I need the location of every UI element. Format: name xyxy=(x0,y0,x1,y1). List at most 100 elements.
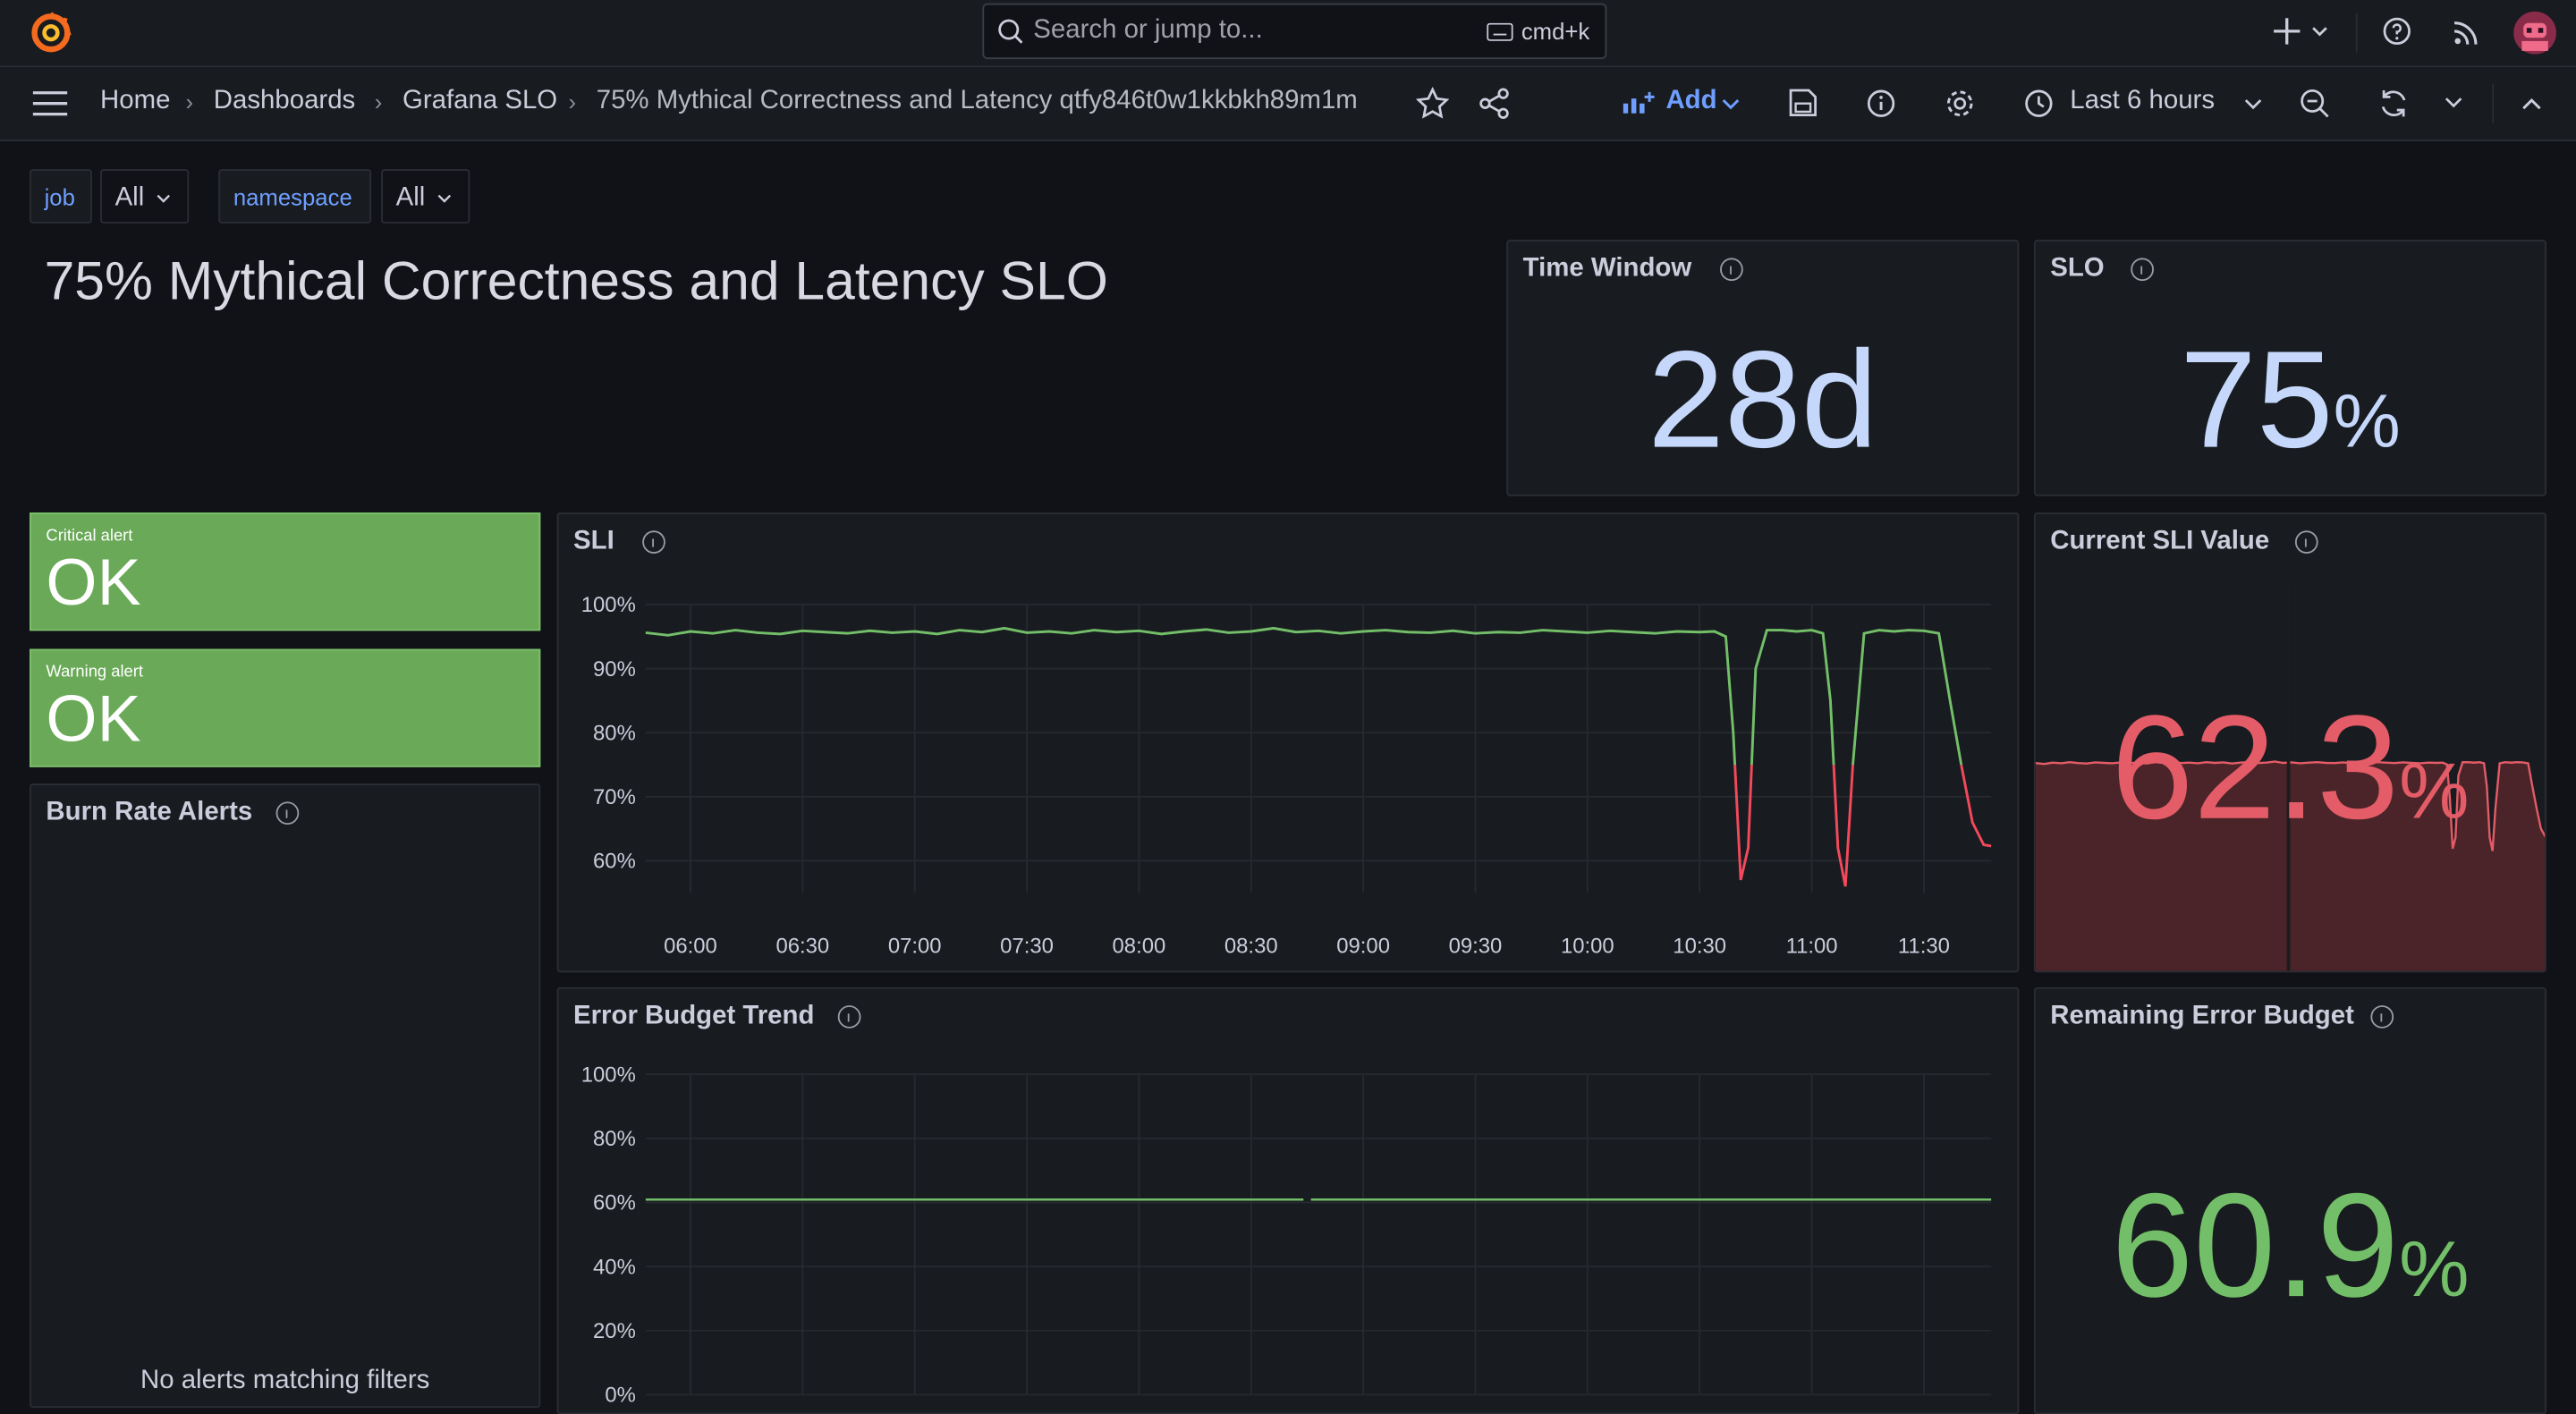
sli-chart: 100% 90% 80% 70% 60% 06:00 06:30 07:00 07:30 08:0… xyxy=(581,593,1992,958)
variable-value: All xyxy=(395,183,426,212)
alert-label: Critical alert xyxy=(46,527,133,546)
variable-value: All xyxy=(114,183,145,212)
save-button[interactable] xyxy=(1789,89,1817,116)
refresh-interval-button[interactable] xyxy=(2445,97,2462,110)
breadcrumb-current: 75% Mythical Correctness and Latency qtf… xyxy=(596,87,1358,115)
variable-label: job xyxy=(30,169,92,224)
search-shortcut: cmd+k xyxy=(1521,18,1590,45)
burn-rate-panel: Burn Rate Alerts No alerts matching filt… xyxy=(30,783,541,1409)
settings-button[interactable] xyxy=(1945,89,1975,118)
info-icon[interactable] xyxy=(642,530,665,554)
nav-bar xyxy=(0,67,2576,141)
y-tick-label: 100% xyxy=(581,1063,636,1087)
y-tick-label: 60% xyxy=(593,1191,636,1215)
info-icon[interactable] xyxy=(2131,258,2154,282)
info-icon[interactable] xyxy=(2370,1005,2394,1029)
stat-value: 62.3 xyxy=(2111,686,2400,851)
x-tick-label: 09:00 xyxy=(1336,934,1390,958)
chevron xyxy=(1722,99,1740,110)
breadcrumb[interactable]: Dashboards xyxy=(213,87,356,115)
sparkline-area xyxy=(2035,761,2546,971)
y-tick-label: 90% xyxy=(593,657,636,682)
y-tick-label: 40% xyxy=(593,1255,636,1279)
help-button[interactable] xyxy=(2382,16,2411,46)
error-budget-trend-panel: 100% 80% 60% 40% 20% 0% Error Budget Trend xyxy=(556,986,2020,1414)
y-tick-label: 70% xyxy=(593,785,636,809)
info-icon[interactable] xyxy=(1720,258,1743,282)
breadcrumb[interactable]: Grafana SLO xyxy=(402,87,558,115)
y-tick-label: 80% xyxy=(593,721,636,745)
chevron xyxy=(437,194,452,203)
stat-unit: % xyxy=(2399,1227,2470,1315)
stat: 75% xyxy=(2036,320,2545,479)
stat-unit: % xyxy=(2333,377,2401,463)
stat: 62.3% xyxy=(2036,685,2545,854)
y-tick-label: 0% xyxy=(605,1384,635,1408)
alert-status: OK xyxy=(46,546,141,620)
breadcrumb[interactable]: Home xyxy=(100,87,171,115)
empty-message: No alerts matching filters xyxy=(140,1367,430,1395)
sli-line-breach xyxy=(1733,765,1992,887)
chevron xyxy=(2244,99,2262,110)
news-button[interactable] xyxy=(2453,18,2480,46)
slo-panel: SLO 75% xyxy=(2033,240,2546,496)
variable-select[interactable]: All xyxy=(100,169,190,224)
sparkline xyxy=(2035,760,2546,851)
info-icon[interactable] xyxy=(837,1005,861,1029)
panel-title: Remaining Error Budget xyxy=(2050,1002,2354,1030)
time-range: Last 6 hours xyxy=(2070,87,2216,115)
panel-title: SLO xyxy=(2050,254,2105,283)
panel-title: SLI xyxy=(573,527,614,555)
dashboard-title: 75% Mythical Correctness and Latency SLO xyxy=(44,250,1108,311)
cursor-line xyxy=(2286,580,2290,971)
alert-status: OK xyxy=(46,683,141,756)
user-avatar[interactable] xyxy=(2513,11,2556,55)
grafana-logo[interactable] xyxy=(30,12,72,55)
refresh-button[interactable] xyxy=(2379,89,2409,118)
remaining-error-budget-panel: Remaining Error Budget 60.9% xyxy=(2033,986,2546,1414)
keyboard-icon xyxy=(1487,22,1513,41)
add-label: Add xyxy=(1665,87,1717,115)
stat-value: 75 xyxy=(2180,322,2334,477)
x-tick-label: 08:30 xyxy=(1224,934,1278,958)
variable-select[interactable]: All xyxy=(381,169,470,224)
panel-title: Burn Rate Alerts xyxy=(46,798,253,826)
divider xyxy=(2355,13,2358,53)
x-tick-label: 07:30 xyxy=(1000,934,1054,958)
variable-label: namespace xyxy=(218,169,372,224)
error-budget-chart: 100% 80% 60% 40% 20% 0% xyxy=(581,1063,1992,1408)
search-placeholder: Search or jump to... xyxy=(1033,16,1263,45)
share-button[interactable] xyxy=(1479,87,1512,120)
x-tick-label: 09:30 xyxy=(1449,934,1503,958)
new-button[interactable] xyxy=(2274,16,2329,46)
chevron xyxy=(157,194,171,203)
collapse-button[interactable] xyxy=(2521,97,2541,110)
info-icon[interactable] xyxy=(2294,530,2318,554)
stat-value: 28d xyxy=(1648,322,1878,477)
critical-alert-panel: Critical alert OK xyxy=(30,512,541,631)
info-icon[interactable] xyxy=(275,801,300,826)
breadcrumb-separator: › xyxy=(568,89,577,115)
zoom-out-button[interactable] xyxy=(2300,89,2329,118)
star-button[interactable] xyxy=(1416,87,1450,120)
panel-title: Error Budget Trend xyxy=(573,1002,815,1030)
breadcrumb-separator: › xyxy=(374,89,383,115)
panel-title: Time Window xyxy=(1522,254,1692,283)
menu-button[interactable] xyxy=(32,90,68,116)
divider xyxy=(2492,83,2495,123)
add-icon xyxy=(1623,91,1655,114)
search-icon xyxy=(998,19,1023,44)
sli-panel: 100% 90% 80% 70% 60% 06:00 06:30 07:00 07:30 08:0… xyxy=(556,512,2020,973)
sli-line xyxy=(645,626,1963,766)
info-button[interactable] xyxy=(1867,89,1896,118)
current-sli-panel: Current SLI Value 62.3% xyxy=(2033,512,2546,973)
breadcrumb-separator: › xyxy=(185,89,194,115)
x-tick-label: 11:00 xyxy=(1786,934,1838,958)
x-tick-label: 06:00 xyxy=(664,934,717,958)
panel-title: Current SLI Value xyxy=(2050,527,2270,555)
search-box[interactable]: Search or jump to... cmd+k xyxy=(982,3,1607,60)
x-tick-label: 08:00 xyxy=(1113,934,1166,958)
